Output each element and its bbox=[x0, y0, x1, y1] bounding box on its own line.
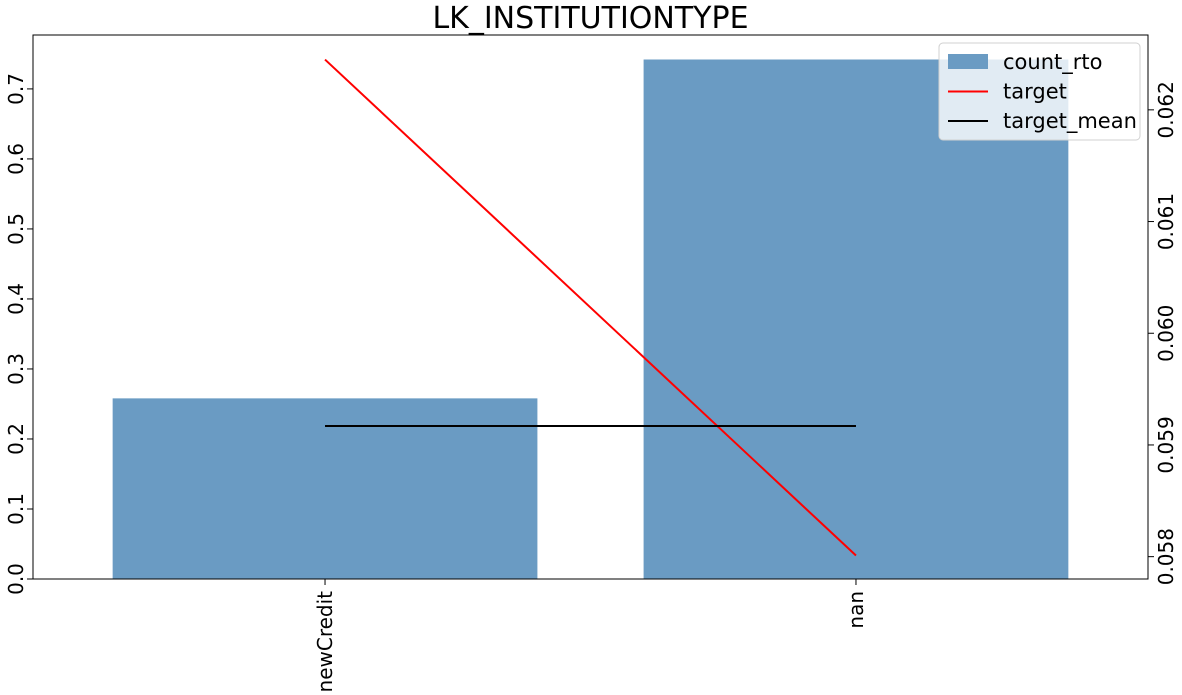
left-tick-label: 0.1 bbox=[4, 493, 28, 525]
x-tick-label: newCredit bbox=[313, 591, 337, 693]
axes-group: 0.0 0.1 0.2 0.3 0.4 0.5 0.6 0.7 0.058 0.059 0.060 0… bbox=[4, 34, 1178, 693]
bars-group bbox=[112, 59, 1069, 579]
bar-newCredit bbox=[112, 398, 538, 579]
x-tick-label: nan bbox=[844, 591, 868, 629]
lines-group bbox=[324, 58, 857, 557]
line-target bbox=[324, 58, 857, 557]
left-tick-label: 0.5 bbox=[4, 213, 28, 245]
left-tick-label: 0.4 bbox=[4, 283, 28, 315]
right-tick-label: 0.062 bbox=[1154, 81, 1178, 138]
chart-title: LK_INSTITUTIONTYPE bbox=[432, 1, 748, 36]
plot-frame bbox=[32, 34, 1149, 580]
left-tick-label: 0.2 bbox=[4, 423, 28, 455]
left-tick-label: 0.3 bbox=[4, 353, 28, 385]
legend-label-target_mean: target_mean bbox=[1003, 109, 1137, 134]
left-tick-label: 0.7 bbox=[4, 73, 28, 105]
legend-label-count_rto: count_rto bbox=[1003, 50, 1102, 75]
legend-label-target: target bbox=[1003, 80, 1067, 104]
legend-box bbox=[938, 42, 1141, 141]
legend-swatch-count_rto bbox=[948, 54, 988, 69]
left-tick-label: 0.6 bbox=[4, 143, 28, 175]
left-tick-label: 0.0 bbox=[4, 563, 28, 595]
right-tick-label: 0.059 bbox=[1154, 416, 1178, 473]
bar-nan bbox=[643, 59, 1069, 579]
right-tick-label: 0.061 bbox=[1154, 193, 1178, 250]
right-tick-label: 0.058 bbox=[1154, 528, 1178, 585]
right-tick-label: 0.060 bbox=[1154, 305, 1178, 362]
